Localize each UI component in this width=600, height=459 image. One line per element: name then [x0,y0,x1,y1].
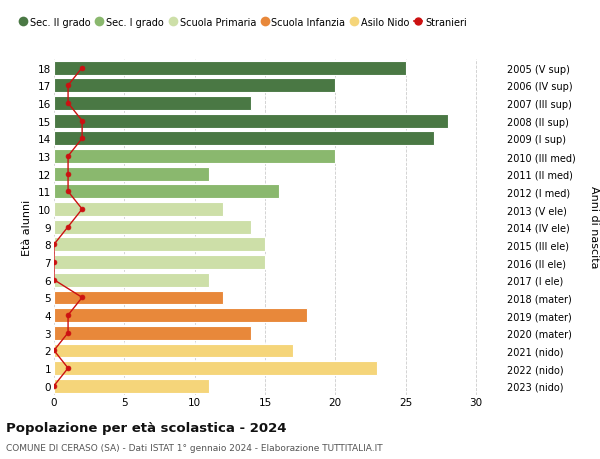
Bar [54,379,209,393]
Bar [54,238,265,252]
Bar [54,168,209,181]
Bar [54,308,307,322]
Text: Popolazione per età scolastica - 2024: Popolazione per età scolastica - 2024 [6,421,287,434]
Legend: Sec. II grado, Sec. I grado, Scuola Primaria, Scuola Infanzia, Asilo Nido, Stran: Sec. II grado, Sec. I grado, Scuola Prim… [19,17,467,28]
Bar [54,97,251,111]
Bar [54,150,335,163]
Bar [54,291,223,305]
Y-axis label: Anni di nascita: Anni di nascita [589,186,599,269]
Bar [54,62,406,75]
Bar [54,361,377,375]
Bar [54,256,265,269]
Text: COMUNE DI CERASO (SA) - Dati ISTAT 1° gennaio 2024 - Elaborazione TUTTITALIA.IT: COMUNE DI CERASO (SA) - Dati ISTAT 1° ge… [6,443,383,452]
Bar [54,326,251,340]
Bar [54,114,448,128]
Y-axis label: Età alunni: Età alunni [22,199,32,255]
Bar [54,79,335,93]
Bar [54,132,434,146]
Bar [54,185,279,199]
Bar [54,273,209,287]
Bar [54,203,223,217]
Bar [54,220,251,234]
Bar [54,344,293,358]
